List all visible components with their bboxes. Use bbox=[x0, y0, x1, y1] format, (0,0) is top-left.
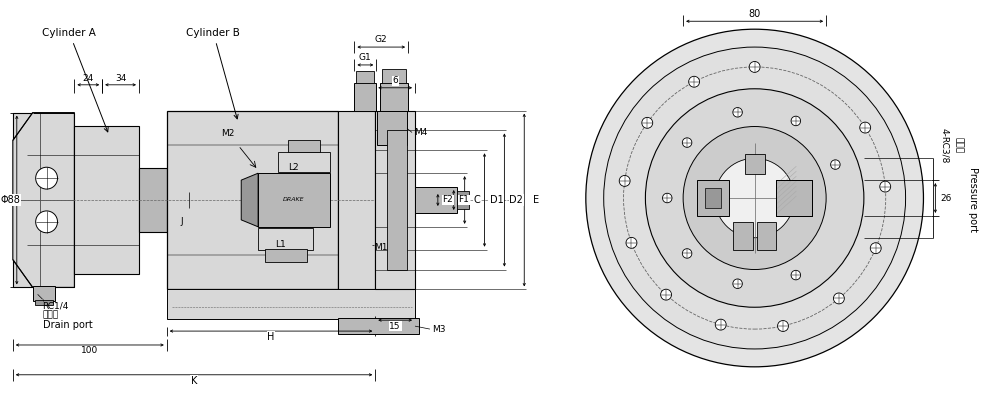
Circle shape bbox=[604, 47, 906, 349]
Text: 26: 26 bbox=[941, 194, 952, 202]
Bar bbox=[745, 154, 765, 174]
Bar bbox=[258, 173, 330, 227]
Bar bbox=[139, 168, 167, 232]
Text: D1: D1 bbox=[490, 195, 503, 205]
Bar bbox=[356, 71, 374, 83]
Circle shape bbox=[833, 293, 844, 304]
Text: Pressure port: Pressure port bbox=[968, 168, 978, 232]
Text: G2: G2 bbox=[375, 35, 388, 44]
Circle shape bbox=[870, 243, 881, 254]
Bar bbox=[377, 111, 407, 145]
Text: F1: F1 bbox=[458, 196, 469, 204]
Circle shape bbox=[682, 249, 692, 258]
Circle shape bbox=[715, 319, 726, 330]
Bar bbox=[705, 188, 721, 208]
Circle shape bbox=[682, 138, 692, 147]
Text: M1: M1 bbox=[374, 243, 388, 252]
Circle shape bbox=[619, 176, 630, 186]
Bar bbox=[757, 222, 776, 250]
Bar bbox=[375, 111, 415, 289]
Text: 回油孔: 回油孔 bbox=[43, 310, 59, 319]
Text: C: C bbox=[473, 195, 480, 205]
Bar bbox=[288, 140, 320, 152]
Text: L2: L2 bbox=[288, 163, 299, 172]
Bar bbox=[776, 180, 812, 216]
Text: H: H bbox=[267, 332, 275, 342]
Text: E: E bbox=[533, 195, 539, 205]
Circle shape bbox=[749, 62, 760, 72]
Circle shape bbox=[880, 181, 891, 192]
Circle shape bbox=[733, 108, 742, 117]
Bar bbox=[733, 222, 753, 250]
Bar bbox=[13, 113, 74, 287]
Bar bbox=[457, 191, 469, 209]
Circle shape bbox=[715, 158, 794, 238]
Text: DRAKE: DRAKE bbox=[283, 198, 305, 202]
Circle shape bbox=[661, 289, 672, 300]
Text: M3: M3 bbox=[432, 324, 445, 334]
Text: 100: 100 bbox=[81, 346, 98, 356]
Text: Cylinder A: Cylinder A bbox=[42, 28, 108, 132]
Bar bbox=[258, 228, 313, 250]
Text: M4: M4 bbox=[414, 128, 427, 137]
Bar bbox=[167, 111, 338, 289]
Circle shape bbox=[860, 122, 871, 133]
Circle shape bbox=[689, 76, 700, 87]
Text: 34: 34 bbox=[115, 74, 126, 83]
Bar bbox=[33, 286, 55, 301]
Text: 15: 15 bbox=[389, 322, 401, 331]
Text: G1: G1 bbox=[359, 54, 372, 62]
Bar bbox=[380, 83, 408, 111]
Circle shape bbox=[662, 193, 672, 203]
Bar bbox=[415, 187, 457, 213]
Circle shape bbox=[733, 279, 742, 288]
Polygon shape bbox=[13, 113, 74, 287]
Bar bbox=[35, 300, 53, 305]
Circle shape bbox=[778, 320, 788, 332]
Bar bbox=[278, 152, 330, 172]
Text: Drain port: Drain port bbox=[43, 320, 92, 330]
Bar bbox=[338, 111, 375, 289]
Circle shape bbox=[831, 160, 840, 169]
Bar bbox=[776, 180, 812, 216]
Text: 进油孔: 进油孔 bbox=[954, 137, 963, 154]
Bar bbox=[74, 126, 139, 274]
Circle shape bbox=[645, 89, 864, 307]
Circle shape bbox=[683, 126, 826, 270]
Bar bbox=[382, 69, 406, 83]
Text: 6: 6 bbox=[392, 76, 398, 85]
Text: 24: 24 bbox=[83, 74, 94, 83]
Text: D2: D2 bbox=[509, 195, 523, 205]
Polygon shape bbox=[241, 173, 258, 227]
Bar bbox=[167, 289, 415, 319]
Circle shape bbox=[642, 117, 653, 128]
Bar bbox=[338, 318, 419, 334]
Circle shape bbox=[36, 167, 58, 189]
Bar bbox=[387, 130, 407, 270]
Text: F2: F2 bbox=[442, 196, 453, 204]
Text: M2: M2 bbox=[221, 130, 235, 138]
Circle shape bbox=[36, 211, 58, 233]
Text: Cylinder B: Cylinder B bbox=[186, 28, 240, 119]
Circle shape bbox=[791, 116, 801, 126]
Text: RC1/4: RC1/4 bbox=[43, 301, 69, 310]
Circle shape bbox=[626, 237, 637, 248]
Text: Φ88: Φ88 bbox=[1, 195, 21, 205]
Text: 4-RC3/8: 4-RC3/8 bbox=[940, 128, 949, 163]
Bar bbox=[697, 180, 729, 216]
Circle shape bbox=[791, 270, 801, 280]
Text: L1: L1 bbox=[275, 240, 286, 249]
Text: J: J bbox=[180, 217, 183, 226]
Text: 80: 80 bbox=[749, 9, 761, 19]
Text: K: K bbox=[191, 376, 197, 386]
Bar bbox=[265, 249, 307, 262]
Bar bbox=[354, 83, 376, 111]
Circle shape bbox=[586, 29, 923, 367]
